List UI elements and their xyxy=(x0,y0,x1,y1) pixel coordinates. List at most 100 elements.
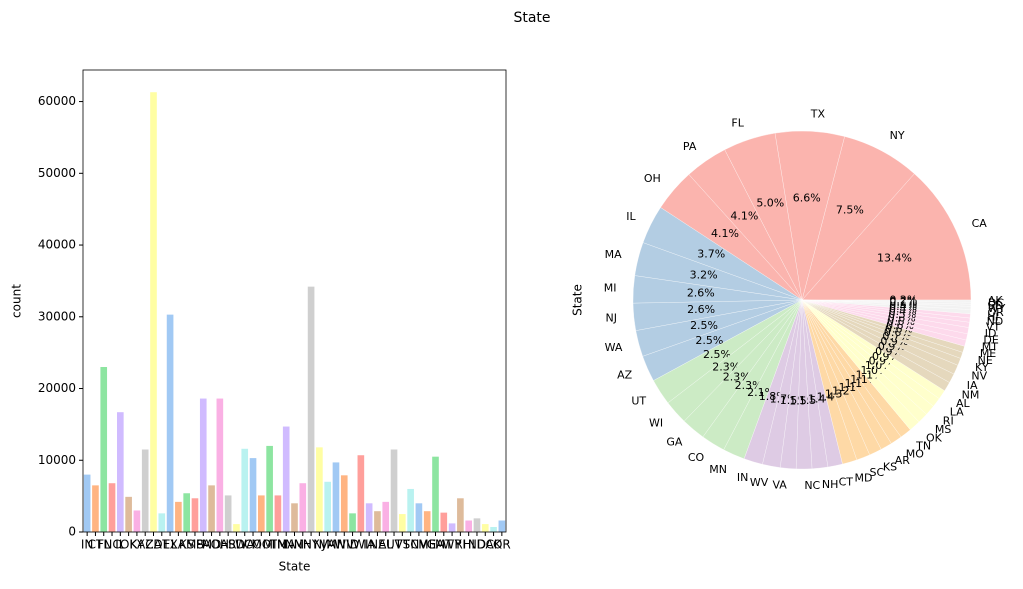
x-tick-label: IN xyxy=(81,538,94,552)
slice-percent: 4.1% xyxy=(711,227,739,240)
x-axis-label: State xyxy=(279,560,311,574)
bar xyxy=(490,526,497,532)
x-tick-label: ID xyxy=(346,538,359,552)
slice-label: AZ xyxy=(617,369,633,382)
slice-label: DC xyxy=(988,297,1004,310)
x-tick-label: SD xyxy=(228,538,245,552)
slice-label: GA xyxy=(666,435,683,448)
bar xyxy=(457,498,464,532)
x-tick-label: KY xyxy=(130,538,145,552)
slice-percent: 4.1% xyxy=(730,210,758,223)
x-tick-label: NH xyxy=(294,538,312,552)
bar xyxy=(141,449,149,532)
slice-label: CO xyxy=(688,451,705,464)
slice-label: VA xyxy=(772,478,787,491)
slice-label: ME xyxy=(980,347,996,360)
x-tick-label: AK xyxy=(486,538,503,552)
x-tick-label: RI xyxy=(454,538,466,552)
x-tick-label: WV xyxy=(334,538,355,552)
bar xyxy=(473,518,481,532)
y-tick-label: 0 xyxy=(68,525,76,539)
x-tick-label: VT xyxy=(395,538,411,552)
slice-label: VT xyxy=(986,320,1001,333)
slice-percent: 7.5% xyxy=(836,204,864,217)
slice-percent: 2.6% xyxy=(687,287,715,300)
bar xyxy=(357,455,365,532)
slice-label: WY xyxy=(988,302,1006,315)
x-tick-label: ME xyxy=(418,538,436,552)
bar xyxy=(133,510,141,532)
slice-percent: 2.6% xyxy=(687,303,715,316)
slice-label: IA xyxy=(967,379,978,392)
y-tick-label: 40000 xyxy=(38,238,76,252)
axes-frame xyxy=(82,69,507,533)
bar xyxy=(150,92,157,532)
slice-label: SD xyxy=(988,299,1003,312)
bar xyxy=(407,488,414,532)
x-tick-label: KS xyxy=(179,538,195,552)
bar xyxy=(448,523,456,532)
x-tick-label: MI xyxy=(263,538,277,552)
slice-percent: 0.2% xyxy=(889,294,917,307)
x-tick-label: OK xyxy=(120,538,138,552)
bar xyxy=(365,503,373,532)
bar xyxy=(266,445,273,532)
x-tick-label: NY xyxy=(303,538,320,552)
bar xyxy=(307,286,315,532)
slice-label: AL xyxy=(956,397,971,410)
bar xyxy=(258,495,265,532)
bar xyxy=(208,485,215,532)
bar xyxy=(191,498,199,532)
bar xyxy=(399,514,406,532)
pie-slice xyxy=(801,299,972,303)
x-tick-label: DE xyxy=(153,538,170,552)
x-tick-label: MS xyxy=(186,538,204,552)
x-tick-label: MT xyxy=(435,538,453,552)
y-tick-label: 10000 xyxy=(38,453,76,467)
slice-label: TN xyxy=(915,440,931,453)
figure-title: State xyxy=(513,10,550,26)
x-tick-label: OH xyxy=(211,538,229,552)
slice-label: SC xyxy=(869,466,884,479)
y-tick-label: 30000 xyxy=(38,309,76,323)
x-tick-label: MA xyxy=(277,538,296,552)
slice-percent: 2.5% xyxy=(703,348,731,361)
slice-label: CA xyxy=(972,217,988,230)
x-tick-label: TN xyxy=(269,538,286,552)
slice-label: IL xyxy=(626,210,636,223)
bar xyxy=(158,513,166,532)
slice-label: PA xyxy=(683,140,697,153)
slice-label: UT xyxy=(631,394,646,407)
bar xyxy=(241,448,249,532)
slice-label: MO xyxy=(906,447,924,460)
bar xyxy=(382,501,390,532)
x-tick-label: WI xyxy=(353,538,368,552)
slice-label: AR xyxy=(895,454,911,467)
slice-label: NH xyxy=(822,478,839,491)
bar xyxy=(117,412,124,532)
slice-label: MS xyxy=(935,423,951,436)
slice-label: ID xyxy=(985,327,997,340)
slice-label: OK xyxy=(926,431,943,444)
bar xyxy=(233,524,240,532)
x-tick-label: NC xyxy=(103,538,120,552)
x-tick-label: NE xyxy=(369,538,386,552)
slice-label: MA xyxy=(605,248,622,261)
bar xyxy=(274,495,282,532)
x-tick-label: IL xyxy=(115,538,126,552)
slice-label: CT xyxy=(839,475,854,488)
slice-label: NV xyxy=(971,370,987,383)
bar xyxy=(299,483,307,532)
slice-label: WI xyxy=(649,417,663,430)
slice-label: TX xyxy=(810,107,826,120)
x-tick-label: SC xyxy=(403,538,419,552)
bar xyxy=(249,458,257,532)
bar xyxy=(282,426,290,532)
bar xyxy=(332,462,340,532)
bar xyxy=(108,483,116,532)
x-tick-label: CO xyxy=(244,538,262,552)
x-tick-label: LA xyxy=(171,538,187,552)
slice-label: NM xyxy=(962,388,980,401)
x-tick-label: ND xyxy=(468,538,486,552)
bar xyxy=(324,481,331,532)
